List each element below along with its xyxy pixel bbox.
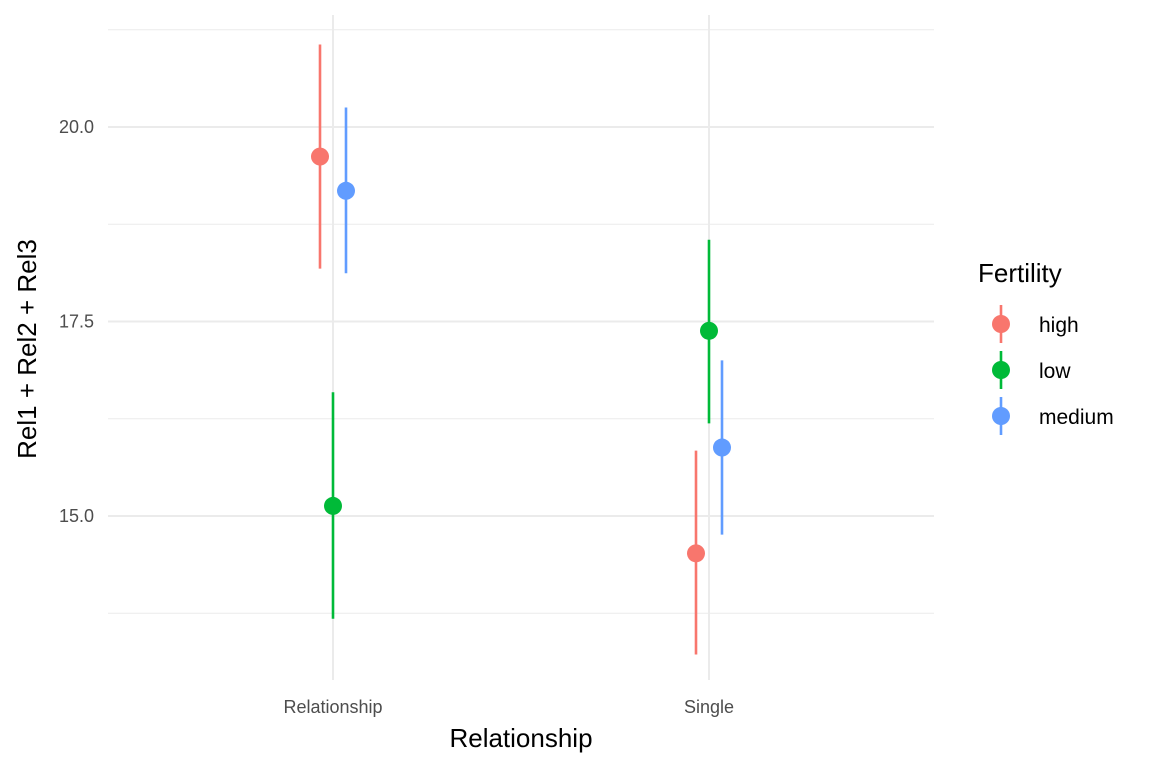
legend-key-point-medium xyxy=(992,407,1010,425)
legend-label-medium: medium xyxy=(1039,406,1114,429)
x-tick-labels: Relationship Single xyxy=(283,697,734,717)
point-low xyxy=(324,496,342,515)
y-axis-title: Rel1 + Rel2 + Rel3 xyxy=(12,239,42,459)
legend: Fertility high low medium xyxy=(978,258,1114,435)
point-high xyxy=(687,544,705,563)
legend-key-point-low xyxy=(992,361,1010,379)
point-low xyxy=(700,321,718,340)
y-tick-labels: 15.0 17.5 20.0 xyxy=(59,117,94,526)
legend-keys: high low medium xyxy=(992,305,1114,435)
x-tick-label: Single xyxy=(684,697,734,717)
legend-title: Fertility xyxy=(978,258,1062,288)
legend-key-point-high xyxy=(992,315,1010,333)
point-medium xyxy=(713,438,731,457)
legend-label-low: low xyxy=(1039,360,1071,383)
y-tick-label: 17.5 xyxy=(59,312,94,332)
x-tick-label: Relationship xyxy=(283,697,382,717)
plot-marks xyxy=(311,44,731,655)
y-tick-label: 20.0 xyxy=(59,117,94,137)
y-tick-label: 15.0 xyxy=(59,506,94,526)
point-high xyxy=(311,147,329,166)
x-axis-title: Relationship xyxy=(449,723,592,753)
point-medium xyxy=(337,181,355,200)
legend-label-high: high xyxy=(1039,314,1079,337)
